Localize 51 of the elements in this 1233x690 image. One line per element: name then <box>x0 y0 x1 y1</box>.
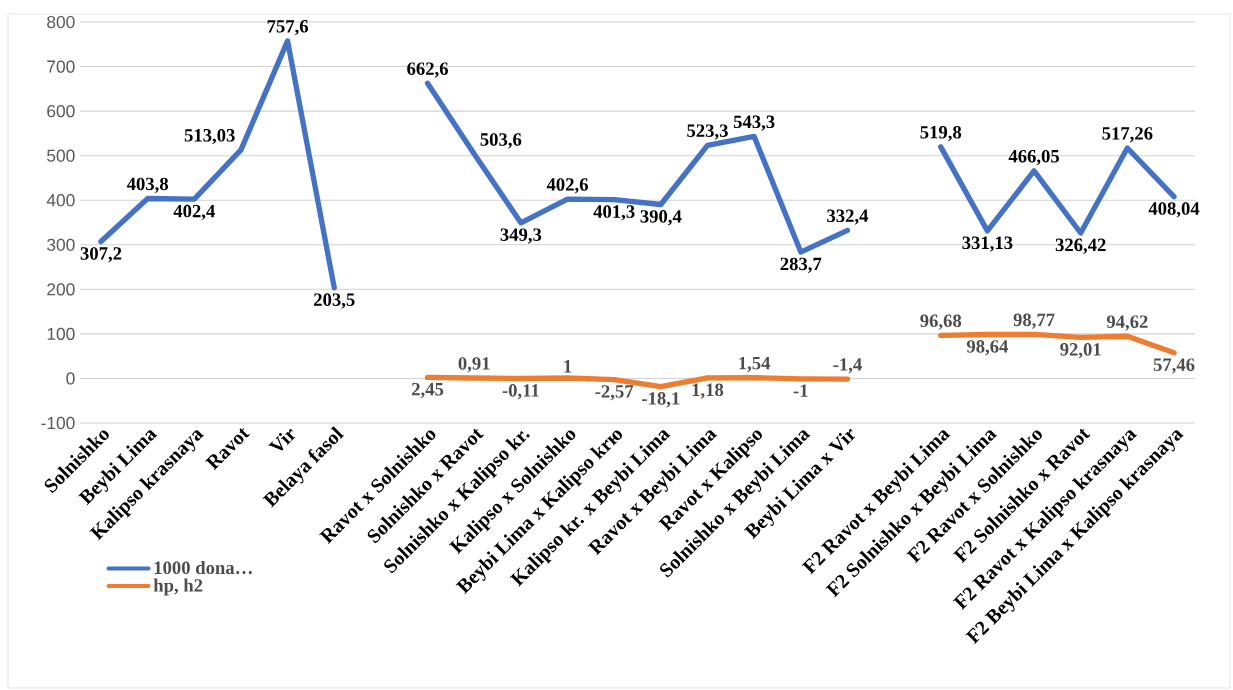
data-label: -2,57 <box>595 385 634 401</box>
data-label: 98,77 <box>1013 313 1055 329</box>
data-label: -0,11 <box>502 384 539 400</box>
data-label: 517,26 <box>1102 127 1153 143</box>
data-label: 513,03 <box>184 128 235 145</box>
data-label: 331,13 <box>962 236 1013 252</box>
y-tick-label: 0 <box>66 372 75 385</box>
data-label: 94,62 <box>1106 315 1148 331</box>
legend-label: 1000 dona… <box>154 560 252 575</box>
data-label: 662,6 <box>407 62 449 78</box>
data-label: 519,8 <box>920 125 962 142</box>
data-label: 57,46 <box>1153 358 1195 374</box>
data-label: 408,04 <box>1148 202 1200 218</box>
data-label: 203,5 <box>314 293 355 309</box>
data-label: 503,6 <box>480 133 522 149</box>
y-tick-label: 500 <box>47 149 75 162</box>
data-label: -1 <box>793 384 808 397</box>
data-label: 92,01 <box>1060 343 1101 359</box>
data-label: 1,54 <box>739 356 771 373</box>
data-label: -1,4 <box>833 358 862 374</box>
data-label: 283,7 <box>780 257 822 273</box>
y-tick-label: 100 <box>47 327 75 341</box>
data-label: 1 <box>564 360 572 373</box>
y-tick-label: -100 <box>41 416 75 430</box>
y-tick-label: 600 <box>47 104 75 118</box>
data-label: 349,3 <box>500 228 542 244</box>
y-tick-label: 200 <box>47 283 75 296</box>
data-label: 402,4 <box>173 204 215 221</box>
data-label: 1,18 <box>692 383 724 399</box>
x-tick-label: Vir <box>268 428 296 451</box>
data-label: 402,6 <box>546 178 588 194</box>
y-tick-label: 700 <box>47 60 75 73</box>
data-label: 326,42 <box>1055 238 1106 254</box>
y-tick-label: 300 <box>47 238 75 251</box>
data-label: 0,91 <box>458 357 490 373</box>
data-label: -18,1 <box>642 392 680 408</box>
data-label: 523,3 <box>687 124 728 140</box>
data-label: 96,68 <box>920 314 962 330</box>
data-label: 332,4 <box>827 209 869 225</box>
data-label: 757,6 <box>267 20 309 36</box>
data-label: 390,4 <box>640 210 682 226</box>
y-tick-label: 800 <box>47 15 75 29</box>
y-tick-label: 400 <box>46 194 75 207</box>
legend-label: hp, h2 <box>153 578 203 596</box>
data-label: 466,05 <box>1008 149 1060 166</box>
data-label: 307,2 <box>80 247 122 263</box>
data-label: 2,45 <box>412 382 444 399</box>
data-label: 98,64 <box>966 340 1009 356</box>
data-label: 403,8 <box>126 177 169 193</box>
data-label: 401,3 <box>593 205 635 221</box>
data-label: 543,3 <box>733 115 775 131</box>
